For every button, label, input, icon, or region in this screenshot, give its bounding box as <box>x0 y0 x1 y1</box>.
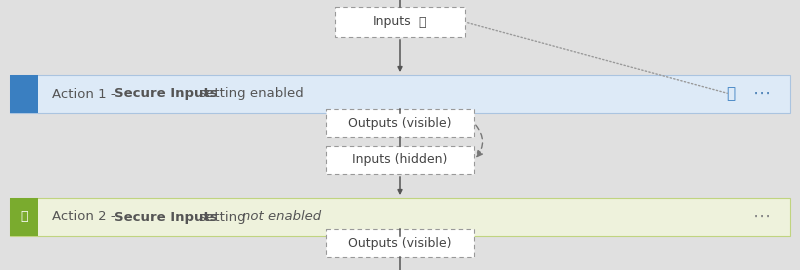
Bar <box>10 198 790 236</box>
Bar <box>335 7 465 37</box>
Text: Action 2 -: Action 2 - <box>52 211 118 224</box>
Text: ⋯: ⋯ <box>753 208 771 226</box>
Bar <box>326 146 474 174</box>
Text: Inputs (hidden): Inputs (hidden) <box>352 154 448 167</box>
Text: ⛳: ⛳ <box>20 211 28 224</box>
Text: not enabled: not enabled <box>242 211 321 224</box>
Text: Secure Inputs: Secure Inputs <box>114 87 218 100</box>
Text: Action 1 -: Action 1 - <box>52 87 118 100</box>
Bar <box>10 75 38 113</box>
Bar <box>326 109 474 137</box>
Text: setting: setting <box>195 211 250 224</box>
Text: Outputs (visible): Outputs (visible) <box>348 116 452 130</box>
FancyArrowPatch shape <box>476 125 482 157</box>
Bar <box>10 198 38 236</box>
Text: Secure Inputs: Secure Inputs <box>114 211 218 224</box>
Text: Inputs: Inputs <box>373 15 411 29</box>
Text: ⋯: ⋯ <box>753 85 771 103</box>
Text: ⚿: ⚿ <box>418 15 426 29</box>
Text: setting enabled: setting enabled <box>195 87 304 100</box>
Bar <box>10 75 790 113</box>
Text: Outputs (visible): Outputs (visible) <box>348 237 452 249</box>
Text: ⚿: ⚿ <box>726 86 735 102</box>
Bar <box>326 229 474 257</box>
